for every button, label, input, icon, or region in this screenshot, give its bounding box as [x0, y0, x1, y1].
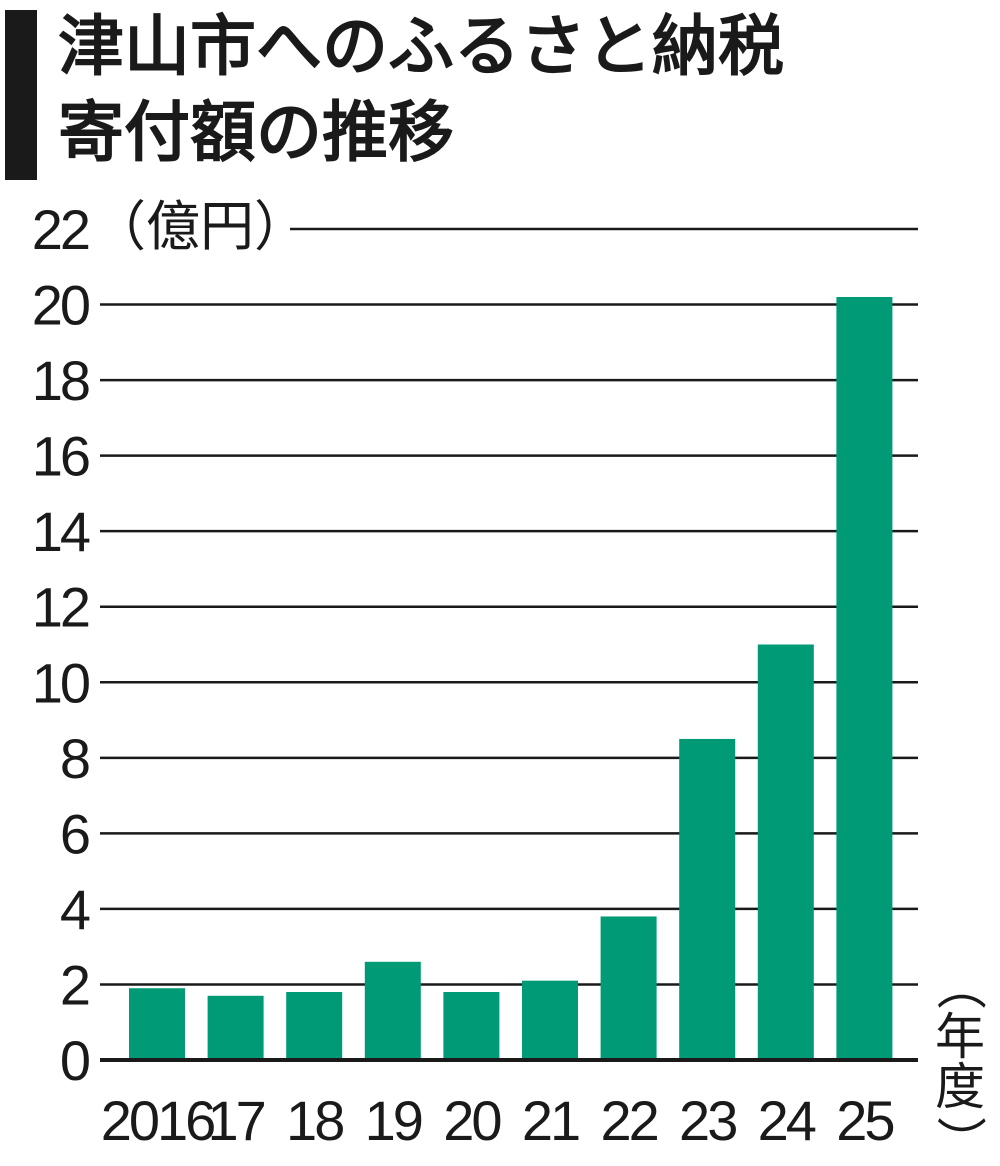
x-tick-label-17: 17	[207, 1089, 264, 1150]
y-axis-unit-label: （億円）	[92, 195, 308, 258]
y-tick-label-6: 6	[60, 802, 89, 865]
x-tick-label-21: 21	[522, 1089, 579, 1150]
x-tick-label-19: 19	[365, 1089, 422, 1150]
x-tick-label-25: 25	[836, 1089, 893, 1150]
chart-title-line-2: 寄付額の推移	[58, 94, 454, 171]
bar-21	[522, 980, 578, 1060]
x-tick-label-2016: 2016	[101, 1089, 214, 1150]
chart-title-line-1: 津山市へのふるさと納税	[58, 8, 784, 85]
bar-19	[364, 961, 421, 1060]
y-tick-label-0: 0	[60, 1029, 89, 1092]
y-tick-label-20: 20	[32, 274, 89, 337]
bar-17	[207, 995, 264, 1060]
y-tick-label-8: 8	[60, 727, 89, 790]
x-tick-label-23: 23	[679, 1089, 736, 1150]
x-tick-label-24: 24	[758, 1089, 816, 1150]
bar-23	[679, 738, 736, 1060]
bar-25	[836, 296, 893, 1060]
title-accent-bar	[5, 10, 37, 180]
y-tick-label-18: 18	[32, 349, 89, 412]
bar-24	[757, 644, 814, 1060]
x-unit-char-2: 度	[935, 1058, 985, 1116]
y-tick-label-22: 22	[32, 198, 89, 261]
x-tick-label-20: 20	[443, 1089, 500, 1150]
x-axis-unit-label: （ 年 度 ）	[930, 960, 990, 1166]
x-unit-char-1: 年	[935, 1008, 985, 1066]
y-tick-label-2: 2	[60, 953, 89, 1016]
bar-20	[443, 992, 500, 1060]
y-tick-label-10: 10	[32, 651, 89, 714]
bar-18	[286, 992, 343, 1060]
y-tick-label-4: 4	[60, 878, 90, 941]
y-tick-label-12: 12	[32, 576, 89, 639]
x-tick-label-18: 18	[286, 1089, 343, 1150]
y-tick-label-14: 14	[32, 500, 90, 563]
bar-2016	[129, 988, 185, 1060]
bar-22	[600, 916, 657, 1060]
y-tick-label-16: 16	[32, 425, 89, 488]
x-tick-label-22: 22	[600, 1089, 657, 1150]
